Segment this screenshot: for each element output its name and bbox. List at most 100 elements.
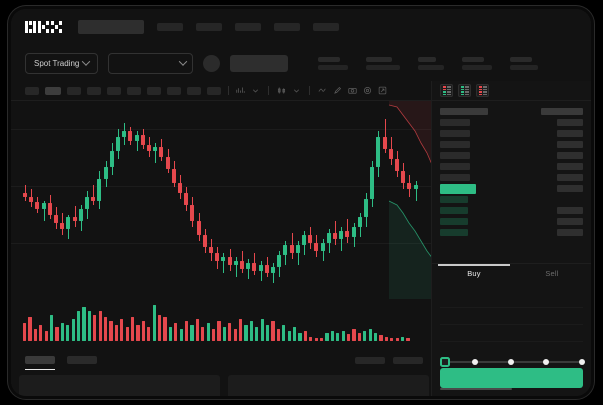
volume-bar [98,311,102,341]
stat-24h-change-value [366,64,401,70]
slider-step-25[interactable] [471,358,478,365]
candle-body [109,151,114,167]
line-tool-icon[interactable] [318,86,327,95]
candle-body [308,235,313,243]
orderbook-row[interactable] [440,205,583,216]
candle-body [122,131,127,137]
orderbook-row-size [557,152,583,159]
stat-24h-change [366,56,401,70]
price-chart[interactable] [11,101,437,301]
volume-bar [233,329,237,341]
order-total-field[interactable] [440,325,583,342]
volume-bar [104,317,108,341]
tf-1m[interactable] [25,86,39,95]
tab-order-history[interactable] [67,356,97,364]
tf-1d[interactable] [147,86,161,95]
candle-body [171,169,176,183]
candle-body [333,233,337,239]
candle-body [35,202,40,209]
volume-bar [336,333,340,341]
tf-15m[interactable] [67,86,81,95]
spot-trading-dropdown[interactable]: Spot Trading [25,52,99,74]
tab-sell[interactable]: Sell [545,269,559,278]
okx-logo[interactable] [25,21,63,33]
bottom-action-2[interactable] [393,356,423,364]
slider-step-50[interactable] [507,358,514,365]
buy-sell-tabs: Buy Sell [432,263,591,285]
volume-bar [131,317,135,341]
tf-30m[interactable] [87,86,101,95]
drawing-tool-icon[interactable] [333,86,342,95]
volume-bar [120,319,124,341]
chevron-down-icon-indicators[interactable] [251,86,260,95]
bottom-action-1[interactable] [355,356,385,364]
slider-handle[interactable] [440,357,450,367]
order-amount-field[interactable] [440,308,583,325]
candle-body [97,179,102,201]
orderbook-row[interactable] [440,172,583,183]
orderbook-mode-bids[interactable] [458,84,471,97]
volume-bar [33,329,37,341]
volume-bar [195,319,199,341]
okx-logo-k [37,21,50,33]
buy-submit-button[interactable] [440,368,583,388]
orderbook-row[interactable] [440,150,583,161]
candle-body [54,215,58,223]
nav-item-1[interactable] [78,20,145,34]
orderbook-row[interactable] [440,128,583,139]
orderbook-row[interactable] [440,194,583,205]
okx-logo-x [50,21,63,33]
tf-1mo[interactable] [187,86,201,95]
tf-4h[interactable] [127,86,141,95]
order-book[interactable] [432,101,591,261]
volume-bar [28,317,32,341]
orderbook-row[interactable] [440,106,583,117]
tf-more[interactable] [207,86,221,95]
indicators-icon[interactable] [236,86,245,95]
tf-1w[interactable] [167,86,181,95]
orderbook-row-size [541,108,583,115]
screenshot-icon[interactable] [348,86,357,95]
chart-settings-icon[interactable] [363,86,372,95]
tf-1h[interactable] [107,86,121,95]
nav-item-5[interactable] [274,23,301,31]
device-frame: Spot Trading [8,6,594,399]
nav-item-4[interactable] [235,23,262,31]
orderbook-mode-both[interactable] [440,84,453,97]
orderbook-row[interactable] [440,139,583,150]
nav-item-3[interactable] [196,23,223,31]
tf-5m[interactable] [45,86,61,95]
order-price-field[interactable] [440,291,583,308]
stat-24h-change-label [366,56,393,62]
candle-wick [136,131,138,151]
volume-bar [330,331,334,341]
candle-body [252,263,257,271]
nav-item-2[interactable] [157,23,184,31]
volume-bar [55,327,59,341]
chart-type-icon[interactable] [277,86,286,95]
candle-body [401,171,406,183]
slider-step-100[interactable] [579,358,585,365]
orderbook-scrollbar[interactable] [440,388,512,390]
candle-body [339,231,344,239]
volume-bar [93,315,97,341]
trading-pair-select[interactable] [108,52,194,74]
volume-bar [347,334,351,341]
orderbook-row[interactable] [440,117,583,128]
orderbook-row[interactable] [440,183,583,194]
orderbook-row[interactable] [440,216,583,227]
fullscreen-icon[interactable] [378,86,387,95]
tab-open-orders[interactable] [25,356,55,370]
volume-bar [244,325,248,341]
volume-bar [406,338,410,341]
amount-slider[interactable] [440,357,585,367]
nav-item-6[interactable] [313,23,340,31]
top-navigation-bar [11,9,591,45]
orderbook-row[interactable] [440,227,583,238]
orderbook-row[interactable] [440,161,583,172]
tab-buy[interactable]: Buy [467,269,481,278]
orderbook-mode-asks[interactable] [476,84,489,97]
slider-step-75[interactable] [543,358,550,365]
volume-bar [325,333,329,341]
chevron-down-icon-charttype[interactable] [292,86,301,95]
